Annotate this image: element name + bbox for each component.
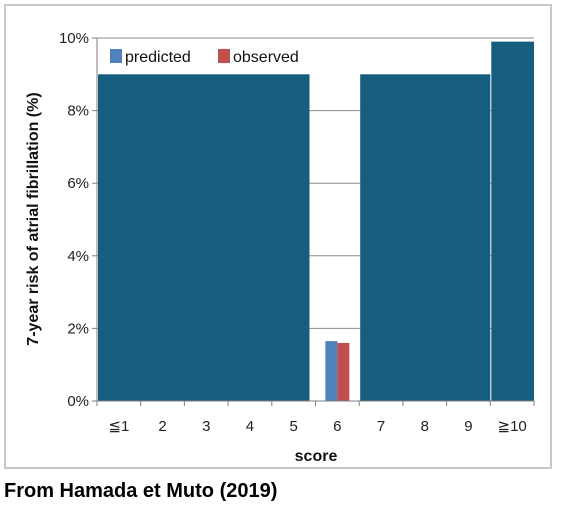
x-tick-label: 3	[202, 418, 210, 435]
figure-caption: From Hamada et Muto (2019)	[4, 480, 277, 503]
y-tick-label: 2%	[67, 320, 89, 337]
x-tick-label: 4	[246, 418, 254, 435]
x-tick-labels: ≦1 2 3 4 5 6 7 8 9 ≧10	[108, 418, 526, 435]
x-tick-label: 6	[333, 418, 341, 435]
x-tick-label: 8	[421, 418, 429, 435]
legend: predicted observed	[110, 49, 299, 66]
legend-swatch-observed	[218, 49, 230, 63]
legend-swatch-predicted	[110, 49, 122, 63]
x-tick-label: 2	[158, 418, 166, 435]
x-tick-label: ≧10	[498, 418, 527, 435]
bar-observed-5	[337, 343, 349, 401]
redaction-block	[98, 74, 310, 401]
legend-label-predicted: predicted	[125, 49, 191, 66]
bars	[98, 42, 534, 401]
y-tick-label: 6%	[67, 175, 89, 192]
x-tick-label: 5	[289, 418, 297, 435]
y-tick-label: 8%	[67, 103, 89, 120]
x-tick-label: ≦1	[108, 418, 129, 435]
legend-label-observed: observed	[233, 49, 299, 66]
y-tick-labels: 0% 2% 4% 6% 8% 10%	[59, 30, 89, 410]
x-tick-label: 7	[377, 418, 385, 435]
y-tick-label: 0%	[67, 393, 89, 410]
bar-predicted-5	[325, 341, 337, 401]
x-axis-title: score	[295, 448, 338, 465]
bar-chart: 0% 2% 4% 6% 8% 10% ≦1 2 3 4 5 6 7 8 9 ≧10 7-year risk …	[0, 0, 564, 470]
y-axis-title: 7-year risk of atrial fibrillation (%)	[25, 92, 42, 345]
redaction-block	[491, 42, 534, 401]
x-tick-label: 9	[464, 418, 472, 435]
y-tick-label: 10%	[59, 30, 89, 47]
redaction-block	[360, 74, 490, 401]
y-tick-label: 4%	[67, 248, 89, 265]
